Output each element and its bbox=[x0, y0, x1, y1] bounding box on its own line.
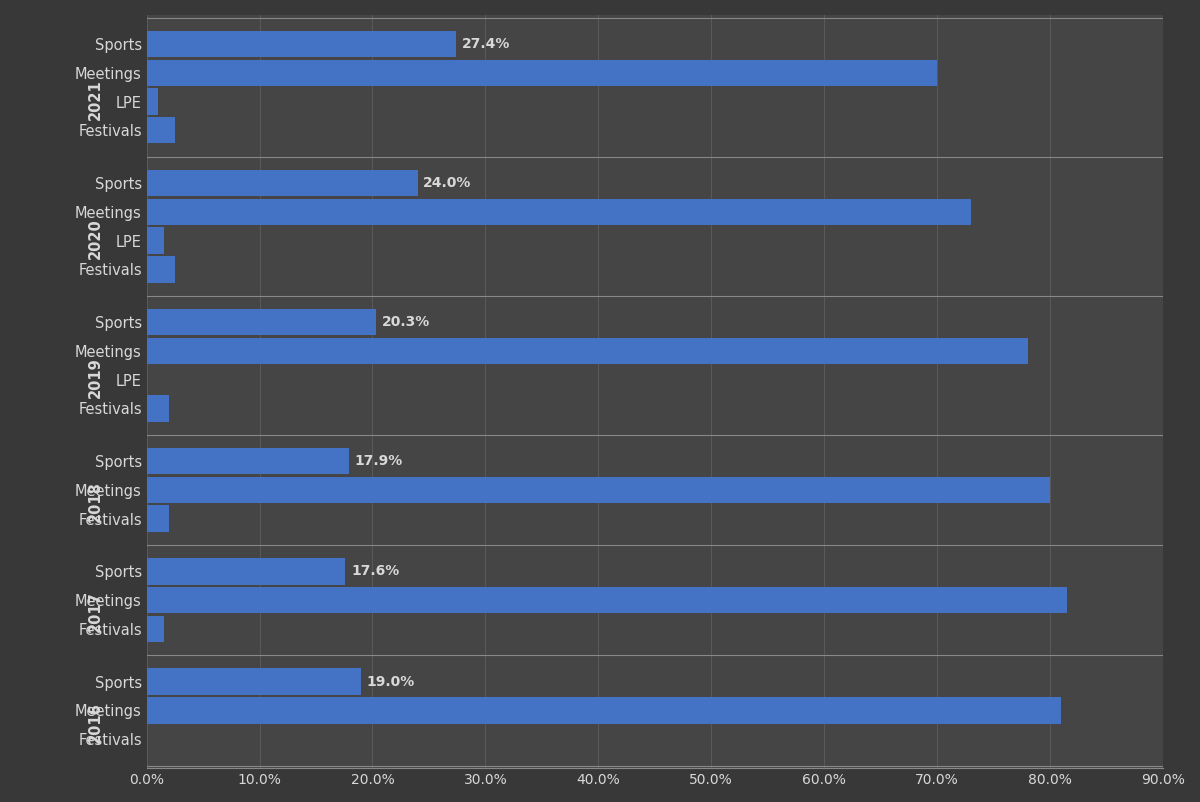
Text: 2020: 2020 bbox=[88, 218, 102, 258]
Text: 27.4%: 27.4% bbox=[462, 37, 510, 51]
Text: 2018: 2018 bbox=[88, 481, 102, 522]
Bar bbox=[146, 395, 169, 422]
Bar bbox=[146, 697, 1062, 723]
Text: 2016: 2016 bbox=[88, 702, 102, 743]
Bar bbox=[146, 448, 349, 474]
Bar bbox=[146, 199, 971, 225]
Bar bbox=[146, 30, 456, 57]
Bar bbox=[146, 587, 1067, 614]
Text: 20.3%: 20.3% bbox=[382, 315, 430, 329]
Bar bbox=[146, 558, 346, 585]
Bar bbox=[146, 256, 175, 282]
Bar bbox=[146, 338, 1027, 364]
Text: 17.6%: 17.6% bbox=[352, 565, 400, 578]
Bar bbox=[146, 117, 175, 144]
Bar bbox=[146, 59, 937, 86]
Text: 17.9%: 17.9% bbox=[354, 454, 403, 468]
Text: 19.0%: 19.0% bbox=[367, 674, 415, 689]
Bar bbox=[146, 228, 163, 253]
Text: 2017: 2017 bbox=[88, 592, 102, 633]
Bar bbox=[146, 668, 361, 695]
Text: 24.0%: 24.0% bbox=[424, 176, 472, 190]
Bar bbox=[146, 309, 376, 335]
Text: 2021: 2021 bbox=[88, 79, 102, 119]
Bar bbox=[146, 88, 158, 115]
Bar bbox=[146, 476, 1050, 503]
Text: 2019: 2019 bbox=[88, 357, 102, 398]
Bar bbox=[146, 505, 169, 532]
Bar bbox=[146, 170, 418, 196]
Bar bbox=[146, 616, 163, 642]
